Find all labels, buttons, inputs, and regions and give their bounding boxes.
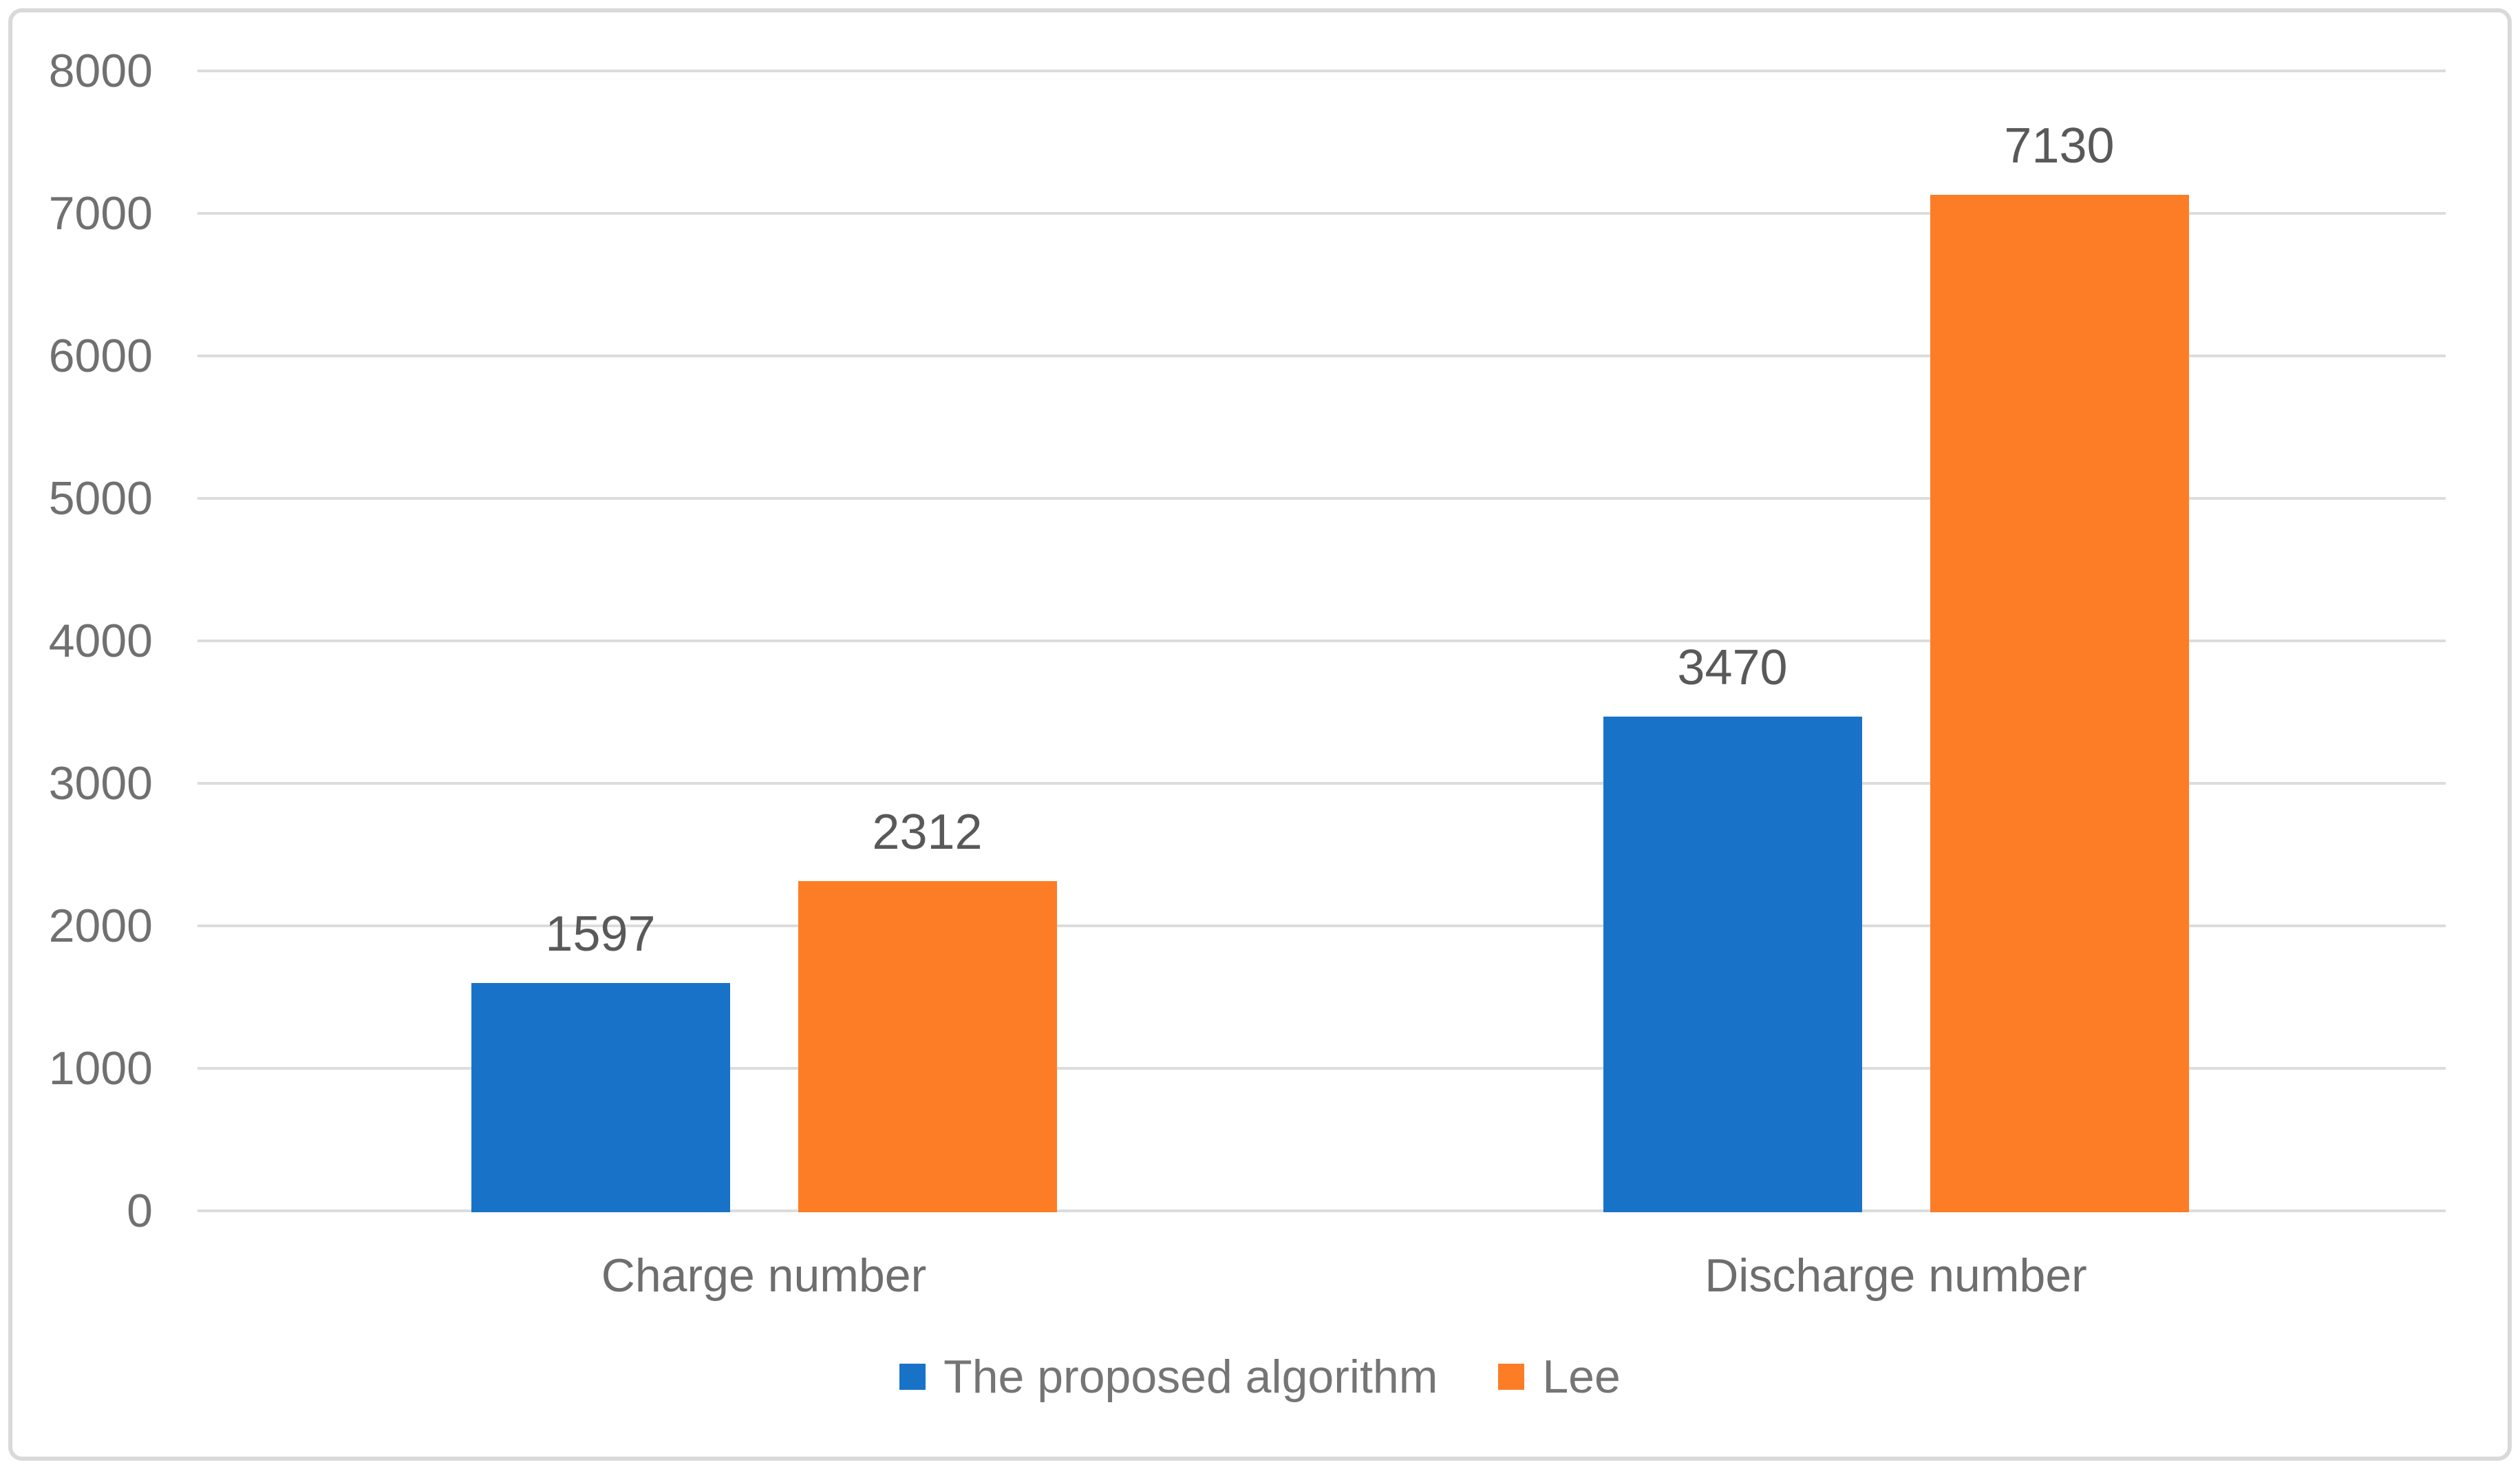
gridline-5000 [197,497,2446,500]
gridline-3000 [197,782,2446,785]
data-label-3470: 3470 [1677,640,1788,695]
gridline-8000 [197,70,2446,72]
y-tick-label-3000: 3000 [48,757,153,810]
gridline-6000 [197,355,2446,357]
y-tick-label-6000: 6000 [48,330,153,382]
y-tick-label-4000: 4000 [48,615,153,667]
legend-item-the-proposed-algorithm: The proposed algorithm [899,1350,1438,1404]
legend-label: Lee [1542,1351,1621,1403]
data-label-1597: 1597 [545,907,656,962]
y-tick-label-2000: 2000 [48,900,153,952]
gridline-0 [197,1209,2446,1212]
category-label-discharge-number: Discharge number [1705,1249,2087,1302]
y-tick-label-5000: 5000 [48,472,153,525]
bar-lee-charge-number [798,881,1057,1212]
legend-label: The proposed algorithm [943,1351,1438,1403]
category-label-charge-number: Charge number [601,1249,927,1302]
y-tick-label-7000: 7000 [48,187,153,240]
bar-the-proposed-algorithm-discharge-number [1603,716,1862,1212]
bar-lee-discharge-number [1930,195,2189,1212]
y-tick-label-0: 0 [127,1185,153,1237]
legend-swatch-icon [899,1364,926,1390]
gridline-4000 [197,640,2446,642]
gridline-1000 [197,1067,2446,1070]
y-tick-label-1000: 1000 [48,1042,153,1095]
y-tick-label-8000: 8000 [48,45,153,97]
gridline-7000 [197,212,2446,215]
chart-legend: The proposed algorithm Lee [0,1341,2520,1413]
legend-swatch-icon [1498,1364,1525,1390]
data-label-7130: 7130 [2004,118,2115,174]
gridline-2000 [197,924,2446,927]
legend-item-lee: Lee [1498,1350,1621,1404]
bar-the-proposed-algorithm-charge-number [471,983,730,1212]
data-label-2312: 2312 [872,805,983,860]
